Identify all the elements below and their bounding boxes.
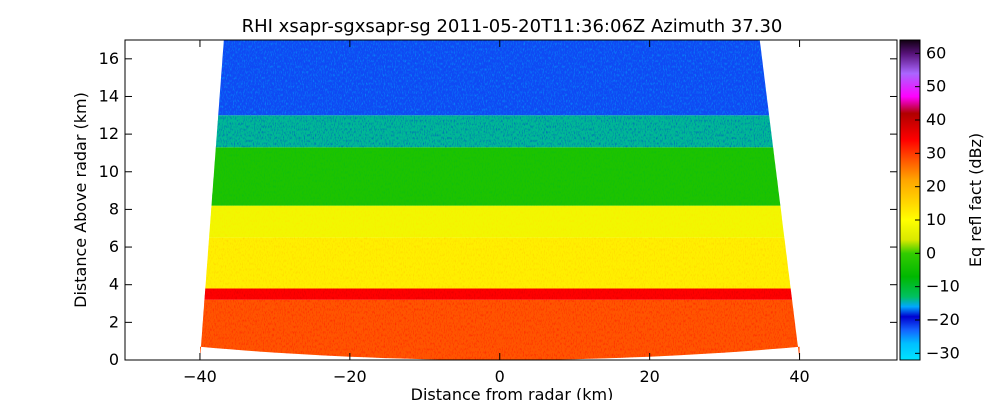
reflectivity-layer-speckle-4	[209, 205, 785, 238]
y-tick-label: 4	[109, 275, 119, 294]
x-tick-label: 0	[495, 367, 505, 386]
reflectivity-layer-speckle-3	[205, 237, 791, 289]
y-axis-label: Distance Above radar (km)	[71, 92, 90, 308]
y-tick-label: 10	[99, 162, 119, 181]
y-tick-label: 8	[109, 199, 119, 218]
y-axis: 0 2 4 6 8 10 12 14 16	[99, 49, 897, 369]
y-tick-label: 14	[99, 86, 119, 105]
colorbar-axis: −30 −20 −10 0 10 20 30 40 50 60	[915, 43, 960, 362]
colorbar	[899, 39, 921, 361]
reflectivity-speckle	[200, 40, 800, 360]
x-tick-label: 20	[639, 367, 659, 386]
y-tick-label: 6	[109, 237, 119, 256]
colorbar-tick-label: 60	[926, 43, 946, 62]
y-tick-label: 2	[109, 312, 119, 331]
rhi-scan-area	[200, 40, 800, 360]
colorbar-label: Eq refl fact (dBz)	[966, 133, 985, 267]
chart-title: RHI xsapr-sgxsapr-sg 2011-05-20T11:36:06…	[242, 16, 783, 37]
reflectivity-layer-speckle-1	[200, 299, 800, 360]
y-tick-label: 16	[99, 49, 119, 68]
x-tick-label: −40	[183, 367, 217, 386]
colorbar-tick-label: −30	[926, 343, 960, 362]
x-axis-label: Distance from radar (km)	[411, 385, 614, 400]
colorbar-tick-label: 10	[926, 210, 946, 229]
colorbar-tick-label: −10	[926, 277, 960, 296]
reflectivity-layer-speckle-6	[215, 115, 774, 148]
x-tick-label: −20	[333, 367, 367, 386]
reflectivity-layer-speckle-5	[211, 147, 781, 206]
y-tick-label: 0	[109, 350, 119, 369]
colorbar-tick-label: 50	[926, 77, 946, 96]
x-axis: −40 −20 0 20 40	[183, 40, 810, 386]
colorbar-tick-label: 20	[926, 177, 946, 196]
y-tick-label: 12	[99, 124, 119, 143]
colorbar-tick-label: 40	[926, 110, 946, 129]
plot-frame	[124, 39, 898, 361]
colorbar-tick-label: 0	[926, 243, 936, 262]
colorbar-tick-label: 30	[926, 143, 946, 162]
reflectivity-layer-speckle-2	[204, 288, 793, 300]
reflectivity-layer-speckle-7	[218, 40, 770, 116]
colorbar-tick-label: −20	[926, 310, 960, 329]
x-tick-label: 40	[789, 367, 809, 386]
